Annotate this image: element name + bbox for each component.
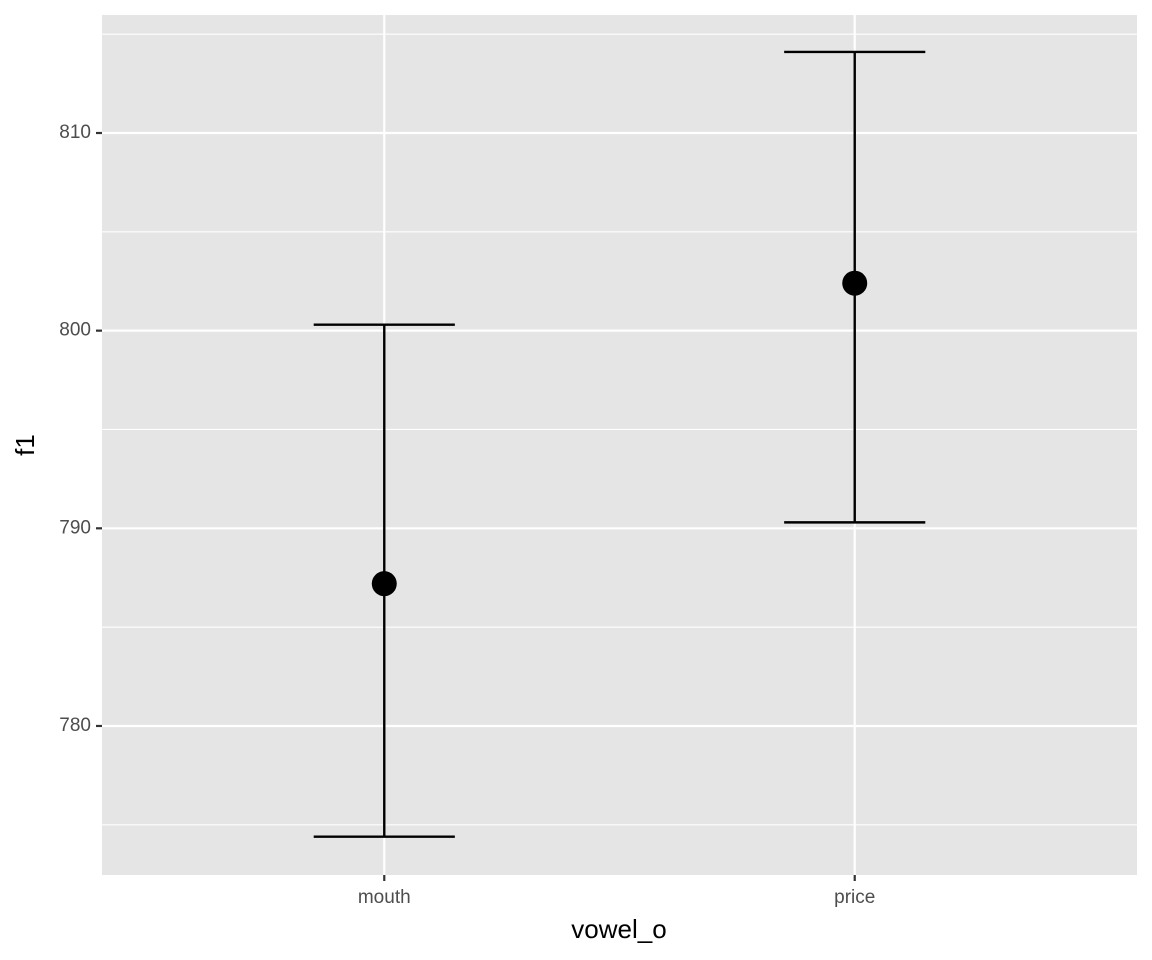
y-tick-label: 790 (59, 517, 91, 538)
x-axis-label: vowel_o (571, 914, 666, 944)
point (371, 571, 397, 597)
y-tick-label: 780 (59, 715, 91, 736)
point (842, 270, 868, 296)
y-tick-label: 800 (59, 320, 91, 341)
y-tick-label: 810 (59, 122, 91, 143)
panel (102, 15, 1137, 875)
x-tick-label: mouth (358, 887, 411, 908)
y-axis-label: f1 (10, 434, 40, 456)
x-tick-label: price (834, 887, 875, 908)
